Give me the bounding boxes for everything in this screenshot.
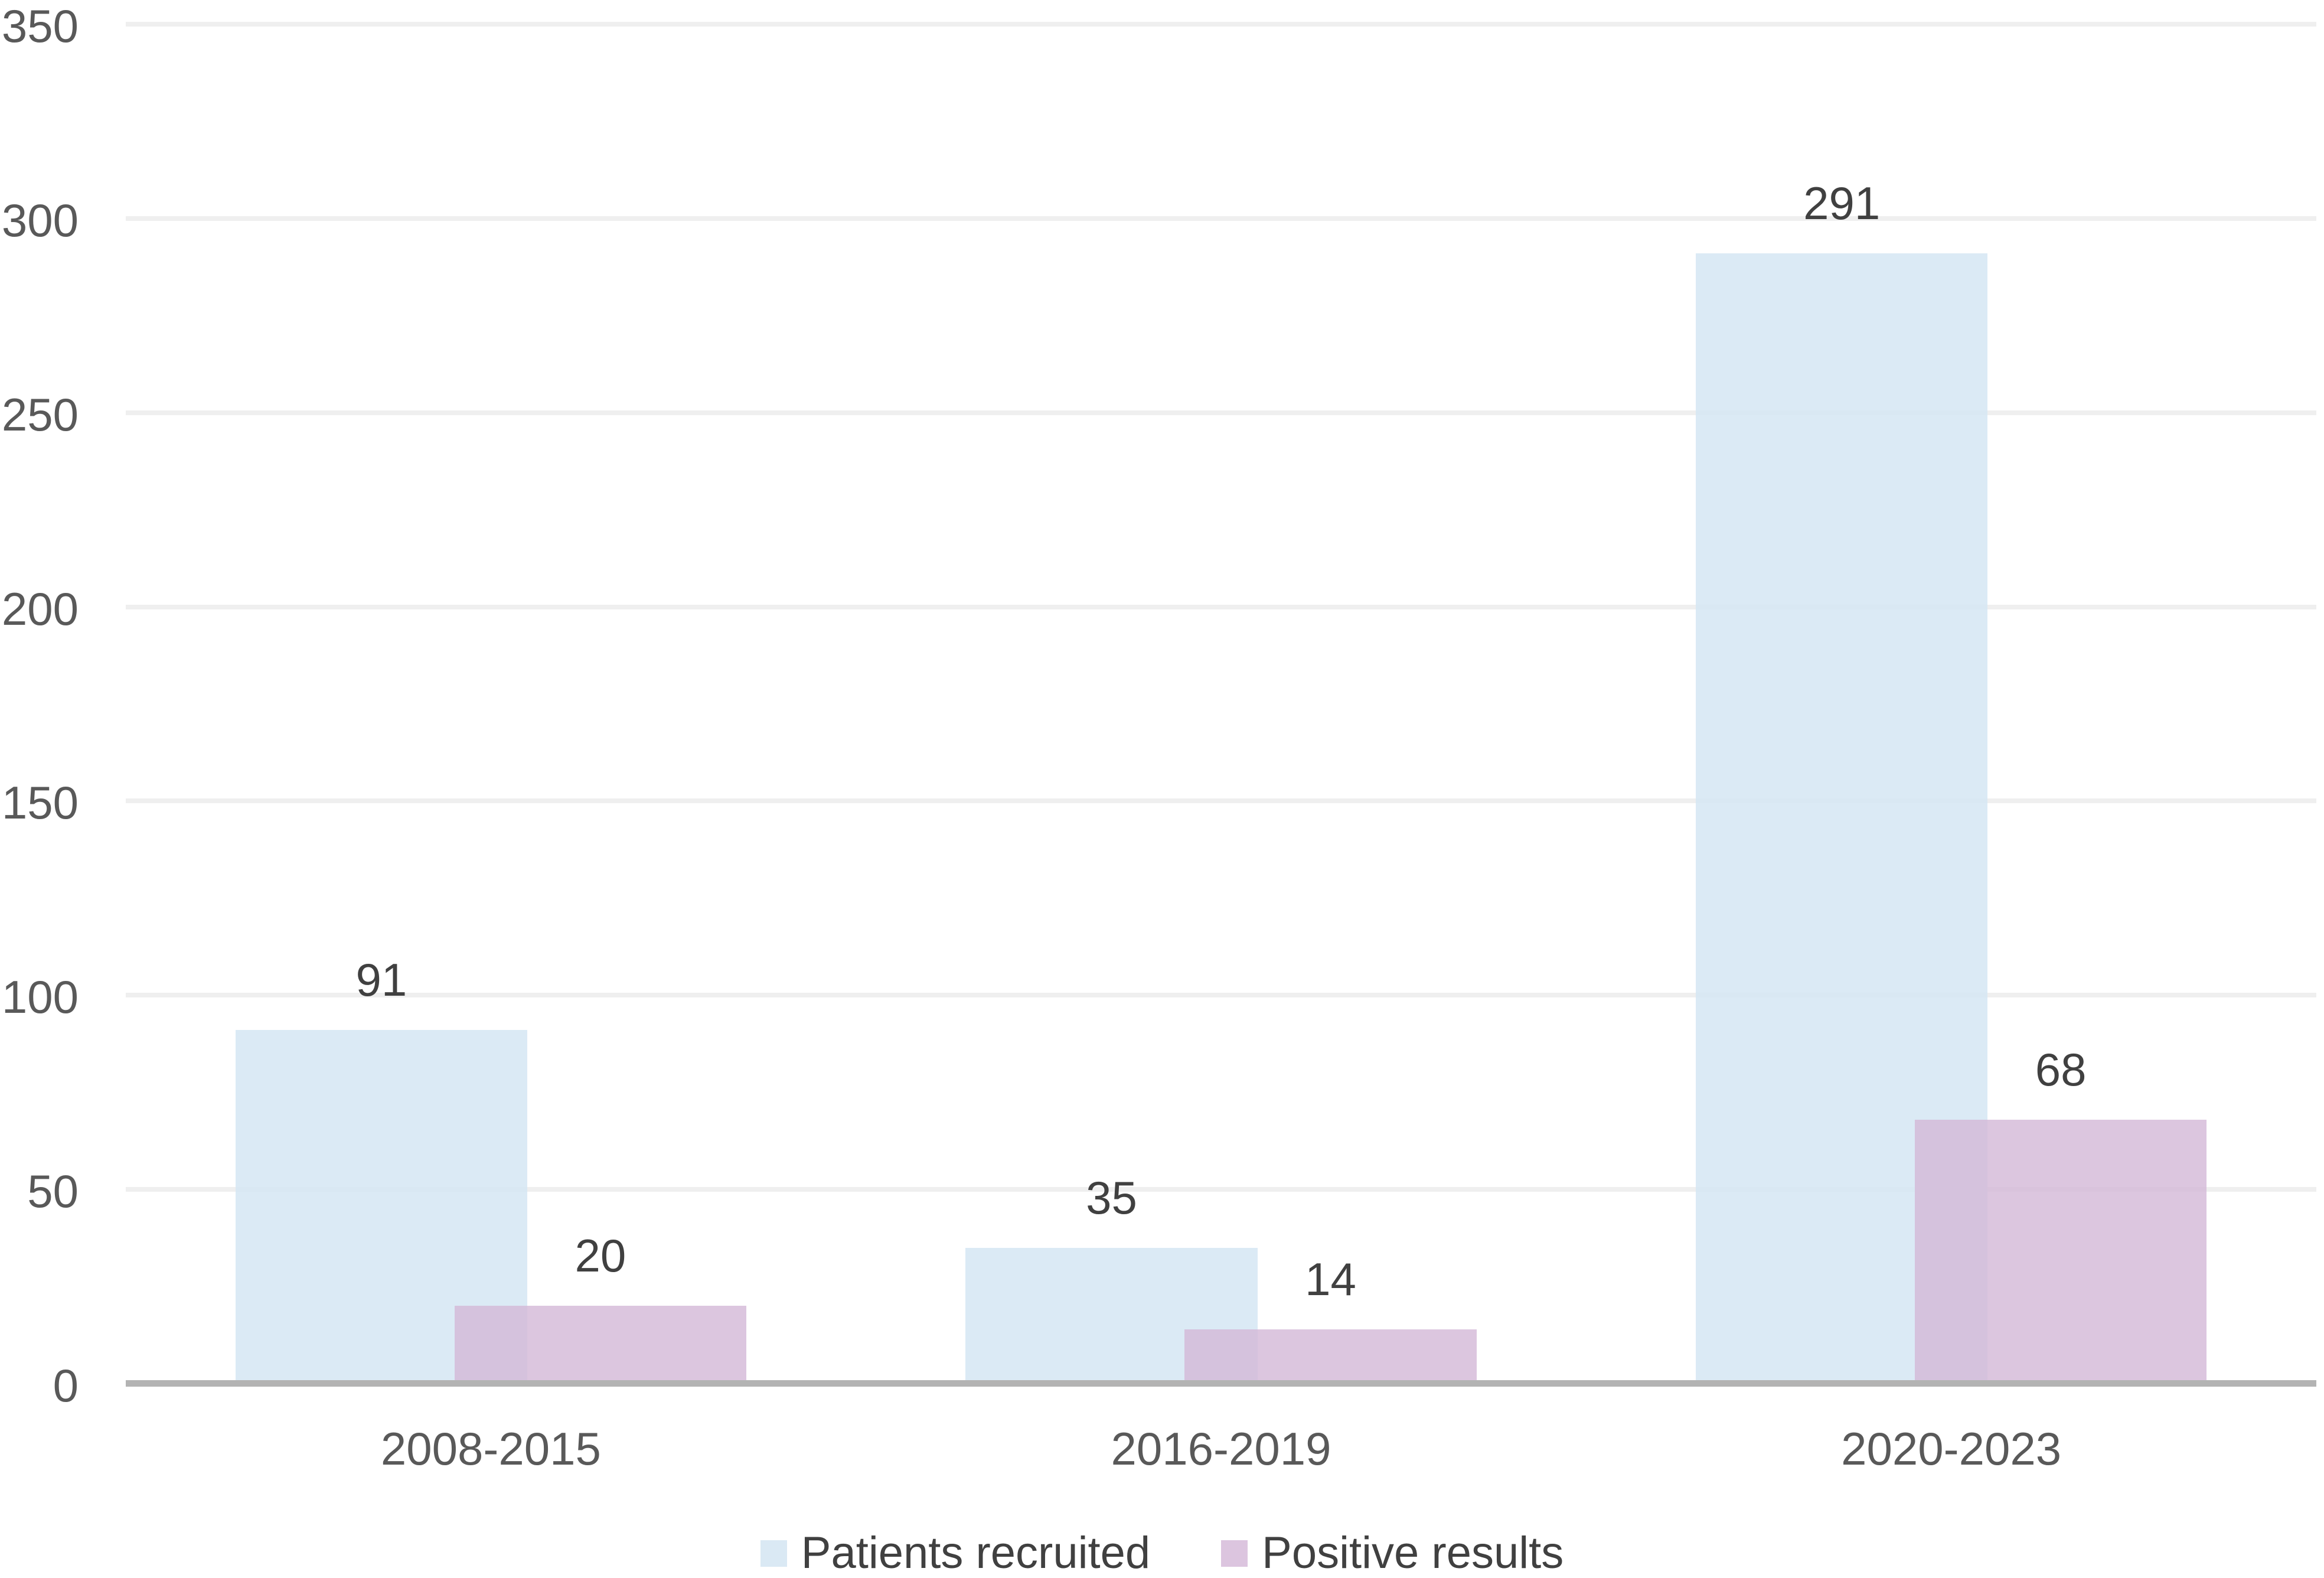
bar-positive-results-2008-2015 xyxy=(454,1306,747,1384)
bar-positive-results-2016-2019 xyxy=(1184,1329,1477,1384)
gridline-150 xyxy=(126,798,2316,804)
x-category-label-2020-2023: 2020-2023 xyxy=(1841,1423,2062,1475)
legend-label-patients-recruited: Patients recruited xyxy=(801,1528,1151,1578)
gridline-50 xyxy=(126,1187,2316,1192)
gridline-250 xyxy=(126,410,2316,415)
legend-swatch-patients-recruited xyxy=(760,1540,787,1567)
data-label-positive-results-2016-2019: 14 xyxy=(1305,1253,1356,1305)
y-tick-label-200: 200 xyxy=(1,582,79,635)
bar-positive-results-2020-2023 xyxy=(1914,1119,2207,1384)
data-label-positive-results-2008-2015: 20 xyxy=(575,1230,626,1282)
gridline-300 xyxy=(126,216,2316,221)
legend-item-positive-results: Positive results xyxy=(1221,1531,1564,1576)
x-category-label-2016-2019: 2016-2019 xyxy=(1111,1423,1331,1475)
data-label-patients-recruited-2020-2023: 291 xyxy=(1803,177,1881,230)
y-tick-label-300: 300 xyxy=(1,194,79,246)
data-label-patients-recruited-2016-2019: 35 xyxy=(1086,1171,1137,1224)
y-tick-label-350: 350 xyxy=(1,0,79,52)
x-category-label-2008-2015: 2008-2015 xyxy=(380,1423,601,1475)
y-tick-label-150: 150 xyxy=(1,777,79,829)
y-tick-label-100: 100 xyxy=(1,971,79,1023)
y-tick-label-50: 50 xyxy=(27,1165,79,1218)
x-axis-line xyxy=(126,1380,2316,1387)
data-label-patients-recruited-2008-2015: 91 xyxy=(355,954,407,1006)
gridline-350 xyxy=(126,22,2316,27)
legend-swatch-positive-results xyxy=(1221,1540,1248,1567)
gridline-200 xyxy=(126,604,2316,609)
y-tick-label-0: 0 xyxy=(53,1359,79,1411)
gridline-100 xyxy=(126,993,2316,998)
legend-item-patients-recruited: Patients recruited xyxy=(760,1531,1150,1576)
legend-label-positive-results: Positive results xyxy=(1262,1528,1564,1578)
data-label-positive-results-2020-2023: 68 xyxy=(2035,1043,2087,1096)
legend: Patients recruited Positive results xyxy=(0,1531,2324,1576)
y-tick-label-250: 250 xyxy=(1,388,79,441)
